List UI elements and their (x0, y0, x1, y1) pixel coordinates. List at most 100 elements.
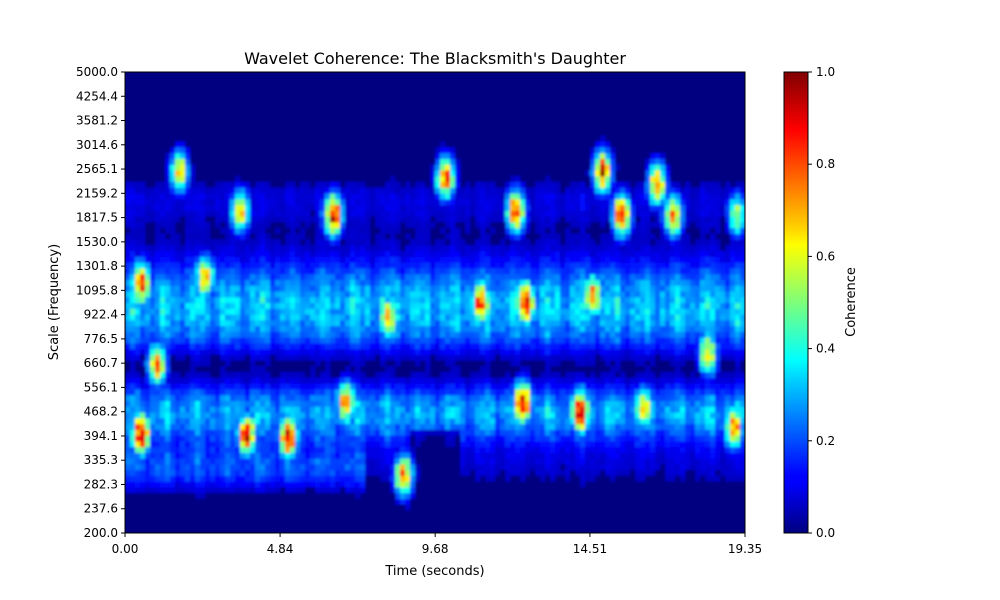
heatmap-cell (510, 290, 516, 298)
heatmap-cell (330, 469, 336, 476)
heatmap-cell (525, 371, 531, 379)
heatmap-cell (220, 296, 226, 304)
heatmap-cell (510, 187, 516, 194)
heatmap-cell (615, 239, 621, 246)
heatmap-cell (145, 406, 151, 413)
heatmap-cell (150, 475, 156, 482)
heatmap-cell (515, 446, 521, 453)
heatmap-cell (245, 308, 251, 315)
heatmap-cell (300, 250, 306, 257)
heatmap-cell (320, 221, 326, 229)
heatmap-cell (300, 279, 306, 286)
heatmap-cell (535, 388, 541, 396)
heatmap-cell (335, 452, 341, 459)
heatmap-cell (365, 348, 371, 355)
heatmap-cell (615, 348, 621, 355)
heatmap-cell (575, 314, 581, 321)
heatmap-cell (250, 193, 256, 200)
heatmap-cell (525, 296, 531, 304)
heatmap-cell (570, 400, 576, 407)
heatmap-cell (530, 302, 536, 309)
heatmap-cell (455, 285, 461, 292)
heatmap-cell (175, 216, 181, 223)
heatmap-cell (585, 440, 591, 448)
heatmap-cell (400, 319, 406, 327)
heatmap-cell (490, 406, 496, 413)
heatmap-cell (490, 383, 496, 390)
heatmap-cell (200, 279, 206, 286)
heatmap-cell (365, 469, 371, 476)
heatmap-cell (235, 469, 241, 476)
heatmap-cell (435, 239, 441, 246)
heatmap-cell (280, 250, 286, 257)
heatmap-cell (345, 193, 351, 200)
heatmap-cell (620, 181, 626, 188)
heatmap-cell (210, 290, 216, 298)
heatmap-cell (180, 429, 186, 436)
heatmap-cell (145, 371, 151, 379)
heatmap-cell (495, 210, 501, 217)
heatmap-cell (405, 244, 411, 252)
heatmap-cell (265, 388, 271, 396)
heatmap-cell (370, 256, 376, 263)
heatmap-cell (430, 308, 436, 315)
heatmap-cell (140, 342, 146, 350)
heatmap-cell (570, 423, 576, 430)
heatmap-cell (510, 267, 516, 275)
heatmap-cell (285, 475, 291, 482)
heatmap-cell (560, 446, 566, 453)
heatmap-cell (380, 423, 386, 430)
heatmap-cell (610, 383, 616, 390)
heatmap-cell (355, 365, 361, 373)
heatmap-cell (320, 279, 326, 286)
heatmap-cell (535, 435, 541, 442)
heatmap-cell (320, 181, 326, 188)
heatmap-cell (355, 302, 361, 309)
heatmap-cell (205, 331, 211, 338)
heatmap-cell (125, 394, 131, 402)
heatmap-cell (590, 360, 596, 367)
heatmap-cell (150, 365, 156, 373)
heatmap-cell (620, 244, 626, 252)
heatmap-cell (175, 175, 181, 183)
heatmap-cell (620, 285, 626, 292)
heatmap-cell (135, 319, 141, 327)
heatmap-cell (395, 486, 401, 494)
heatmap-cell (185, 308, 191, 315)
heatmap-cell (485, 187, 491, 194)
heatmap-cell (195, 348, 201, 355)
heatmap-cell (550, 360, 556, 367)
heatmap-cell (195, 400, 201, 407)
heatmap-cell (310, 475, 316, 482)
heatmap-cell (380, 239, 386, 246)
heatmap-cell (150, 244, 156, 252)
heatmap-cell (180, 469, 186, 476)
heatmap-cell (135, 475, 141, 482)
heatmap-cell (510, 296, 516, 304)
heatmap-cell (565, 319, 571, 327)
heatmap-cell (455, 371, 461, 379)
heatmap-cell (225, 371, 231, 379)
heatmap-cell (390, 452, 396, 459)
heatmap-cell (130, 452, 136, 459)
heatmap-cell (405, 463, 411, 471)
heatmap-cell (610, 319, 616, 327)
heatmap-cell (195, 440, 201, 448)
heatmap-cell (430, 342, 436, 350)
heatmap-cell (515, 337, 521, 344)
heatmap-cell (295, 204, 301, 211)
heatmap-cell (350, 198, 356, 206)
heatmap-cell (150, 273, 156, 281)
heatmap-cell (445, 331, 451, 338)
heatmap-cell (270, 486, 276, 494)
heatmap-cell (540, 273, 546, 281)
heatmap-cell (455, 198, 461, 206)
heatmap-cell (400, 498, 406, 505)
heatmap-cell (240, 279, 246, 286)
heatmap-cell (425, 417, 431, 425)
heatmap-cell (405, 314, 411, 321)
heatmap-cell (250, 406, 256, 413)
heatmap-cell (145, 348, 151, 355)
heatmap-cell (295, 193, 301, 200)
heatmap-cell (395, 377, 401, 384)
